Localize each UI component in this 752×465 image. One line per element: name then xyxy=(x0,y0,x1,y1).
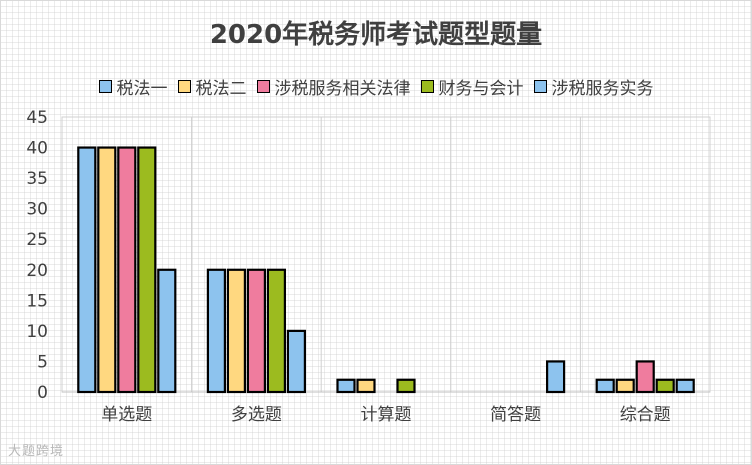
x-tick-label: 多选题 xyxy=(231,405,282,425)
y-tick-label: 0 xyxy=(37,383,48,403)
bar xyxy=(396,378,416,394)
legend-swatch xyxy=(533,80,547,93)
y-tick-label: 35 xyxy=(26,169,48,189)
bar xyxy=(266,268,286,394)
x-tick-label: 简答题 xyxy=(490,405,541,425)
legend-item: 税法一 xyxy=(98,74,168,99)
x-tick-label: 综合题 xyxy=(620,405,671,425)
y-tick-label: 40 xyxy=(26,139,48,159)
x-tick-label: 计算题 xyxy=(361,405,412,425)
legend-label: 税法一 xyxy=(116,79,168,99)
bar xyxy=(356,378,376,394)
legend-label: 涉税服务实务 xyxy=(551,79,654,99)
legend-item: 涉税服务实务 xyxy=(533,74,654,99)
bar xyxy=(545,360,566,394)
bar xyxy=(595,378,615,394)
y-tick-label: 15 xyxy=(26,291,48,311)
y-tick-label: 10 xyxy=(26,322,48,342)
legend-swatch xyxy=(177,80,191,93)
legend-swatch xyxy=(256,80,270,93)
legend-label: 财务与会计 xyxy=(438,79,524,99)
y-tick-label: 20 xyxy=(26,261,48,281)
bar xyxy=(635,360,655,394)
legend-item: 涉税服务相关法律 xyxy=(256,74,411,99)
bar xyxy=(157,268,177,394)
legend-swatch xyxy=(420,80,434,93)
legend-label: 税法二 xyxy=(195,79,247,99)
bar xyxy=(97,146,117,394)
bar xyxy=(137,146,157,394)
bar xyxy=(246,268,266,394)
bar xyxy=(655,378,675,394)
bar xyxy=(206,268,226,394)
legend-item: 财务与会计 xyxy=(420,74,524,99)
bar xyxy=(117,146,137,394)
y-tick-label: 5 xyxy=(37,352,48,372)
y-tick-label: 25 xyxy=(26,230,48,250)
legend-label: 涉税服务相关法律 xyxy=(274,79,411,99)
chart-title: 2020年税务师考试题型题量 xyxy=(209,20,543,50)
bar xyxy=(226,268,246,394)
y-tick-label: 45 xyxy=(26,108,48,128)
legend-item: 税法二 xyxy=(177,74,247,99)
bar xyxy=(286,329,306,394)
legend-swatch xyxy=(98,80,112,93)
legend: 税法一 税法二 涉税服务相关法律 财务与会计 涉税服务实务 xyxy=(0,74,752,99)
bar xyxy=(675,378,695,394)
bar xyxy=(615,378,635,394)
x-tick-label: 单选题 xyxy=(101,405,152,425)
watermark-logo: 大题跨境 xyxy=(8,444,65,459)
bar xyxy=(77,146,97,394)
bar xyxy=(336,378,356,394)
y-tick-label: 30 xyxy=(26,200,48,220)
